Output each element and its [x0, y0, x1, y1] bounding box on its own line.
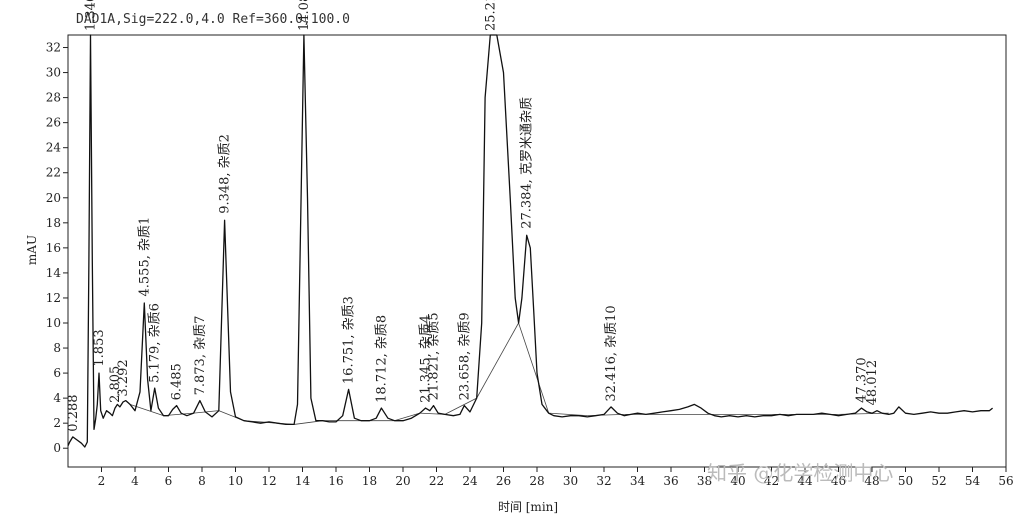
x-tick-label: 14: [295, 474, 311, 488]
x-tick-label: 48: [864, 474, 879, 488]
watermark: 知乎 @化学检测中心: [707, 461, 893, 485]
y-tick-label: 10: [46, 316, 61, 330]
peak-label: 27.384, 克罗米通杂质: [520, 97, 535, 229]
peak-label: 47.370: [854, 357, 869, 403]
x-tick-label: 2: [98, 474, 106, 488]
peak-label: 6.485: [170, 363, 185, 400]
baseline-segment: [548, 412, 588, 417]
x-tick-label: 10: [228, 474, 243, 488]
peak-label: 23.658, 杂质9: [457, 312, 472, 400]
y-tick-label: 12: [46, 291, 61, 305]
peak-label: 7.873, 杂质7: [193, 316, 208, 396]
peak-label: 14.085, 洛索洛芬钠: [297, 0, 312, 31]
baseline-segment: [476, 322, 519, 399]
y-tick-label: 28: [46, 91, 61, 105]
x-tick-label: 12: [261, 474, 276, 488]
peak-label: 4.555, 杂质1: [137, 217, 152, 297]
y-tick-label: 24: [46, 141, 62, 155]
peak-label: 1.853: [92, 329, 107, 366]
y-tick-label: 14: [46, 266, 62, 280]
y-tick-label: 8: [53, 341, 61, 355]
y-tick-label: 6: [53, 366, 61, 380]
x-tick-label: 20: [395, 474, 410, 488]
x-axis-label: 时间 [min]: [498, 500, 558, 514]
chart-title: DAD1A,Sig=222.0,4.0 Ref=360.0,100.0: [76, 12, 350, 27]
y-tick-label: 18: [46, 216, 61, 230]
baseline-segment: [394, 412, 420, 422]
x-tick-label: 22: [429, 474, 444, 488]
peak-label: 21.821, 杂质5: [427, 312, 442, 400]
peak-label: 16.751, 杂质3: [342, 296, 357, 384]
x-tick-label: 32: [596, 474, 611, 488]
peak-label: 18.712, 杂质8: [374, 315, 389, 403]
x-tick-label: 8: [198, 474, 206, 488]
peak-label: 25.213, 克罗米通/: [483, 0, 498, 31]
x-tick-label: 16: [328, 474, 343, 488]
baseline-segment: [444, 397, 477, 415]
x-tick-label: 52: [931, 474, 946, 488]
x-tick-label: 46: [831, 474, 846, 488]
peak-label: 0.288: [66, 394, 81, 431]
y-tick-label: 16: [46, 241, 61, 255]
peak-label: 9.348, 杂质2: [218, 134, 233, 214]
x-tick-label: 30: [563, 474, 578, 488]
x-tick-label: 6: [165, 474, 173, 488]
peak-label: 32.416, 杂质10: [604, 305, 619, 401]
x-tick-label: 26: [496, 474, 511, 488]
x-tick-label: 54: [965, 474, 981, 488]
y-tick-label: 4: [53, 391, 61, 405]
baseline-segment: [518, 322, 550, 414]
peak-label: 21.345, 杂质4: [419, 315, 434, 403]
x-tick-label: 56: [998, 474, 1013, 488]
x-tick-label: 4: [131, 474, 139, 488]
x-tick-label: 36: [663, 474, 678, 488]
peak-label: 48.012: [865, 360, 880, 406]
x-tick-label: 50: [898, 474, 913, 488]
x-tick-label: 38: [697, 474, 712, 488]
y-tick-label: 22: [46, 166, 61, 180]
y-axis-label: mAU: [25, 235, 39, 265]
x-tick-label: 34: [630, 474, 646, 488]
peak-label: 1.346: [84, 0, 99, 31]
peak-label: 5.179, 杂质6: [148, 303, 163, 383]
y-tick-label: 20: [46, 191, 61, 205]
y-tick-label: 30: [46, 66, 61, 80]
y-tick-label: 26: [46, 116, 61, 130]
x-tick-label: 24: [462, 474, 478, 488]
peak-label: 2.805: [108, 366, 123, 403]
y-tick-label: 0: [53, 441, 61, 455]
y-tick-label: 2: [53, 416, 61, 430]
x-tick-label: 28: [529, 474, 544, 488]
x-tick-label: 44: [797, 474, 813, 488]
x-tick-label: 18: [362, 474, 377, 488]
signal-trace: [67, 34, 994, 448]
peak-label: 3.292: [116, 359, 131, 396]
x-tick-label: 42: [764, 474, 779, 488]
x-tick-label: 40: [730, 474, 745, 488]
y-tick-label: 32: [46, 41, 61, 55]
